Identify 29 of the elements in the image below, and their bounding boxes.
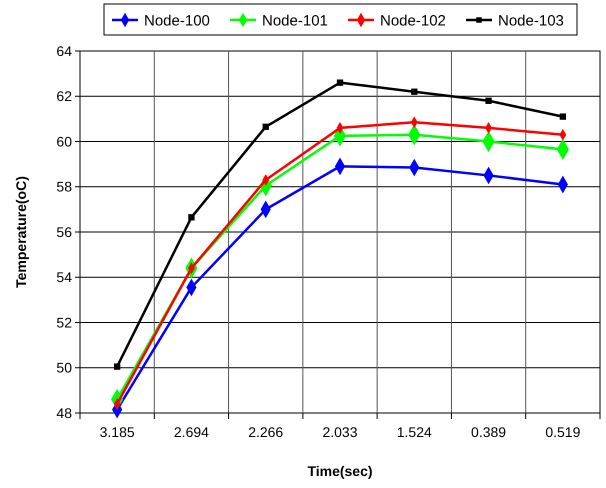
- point: [411, 88, 418, 95]
- x-axis-title: Time(sec): [307, 463, 373, 479]
- y-tick-label: 60: [56, 133, 72, 150]
- point: [560, 113, 566, 120]
- legend-label: Node-101: [262, 12, 328, 30]
- x-tick-label: 0.389: [471, 424, 506, 440]
- x-tick-label: 3.185: [100, 424, 135, 440]
- point: [485, 98, 492, 104]
- legend-label: Node-102: [380, 12, 446, 30]
- x-tick-label: 2.033: [322, 424, 358, 440]
- y-tick-label: 56: [56, 224, 72, 240]
- point: [336, 80, 344, 86]
- x-tick-label: 1.524: [396, 424, 432, 440]
- y-axis-title: Temperature(oC): [13, 176, 29, 288]
- y-tick-label: 62: [56, 88, 72, 104]
- x-tick-label: 2.694: [174, 424, 210, 440]
- point: [262, 124, 269, 130]
- x-tick-label: 2.266: [248, 424, 284, 440]
- y-tick-label: 50: [56, 360, 72, 376]
- y-tick-label: 54: [56, 269, 72, 286]
- y-tick-label: 52: [56, 314, 72, 330]
- point: [188, 214, 195, 220]
- y-tick-label: 58: [56, 178, 72, 195]
- x-tick-label: 0.519: [545, 424, 581, 440]
- y-tick-label: 48: [56, 404, 72, 421]
- y-tick-label: 64: [56, 42, 72, 59]
- legend-label: Node-100: [144, 12, 210, 30]
- point: [114, 363, 120, 370]
- legend-label: Node-103: [498, 12, 564, 30]
